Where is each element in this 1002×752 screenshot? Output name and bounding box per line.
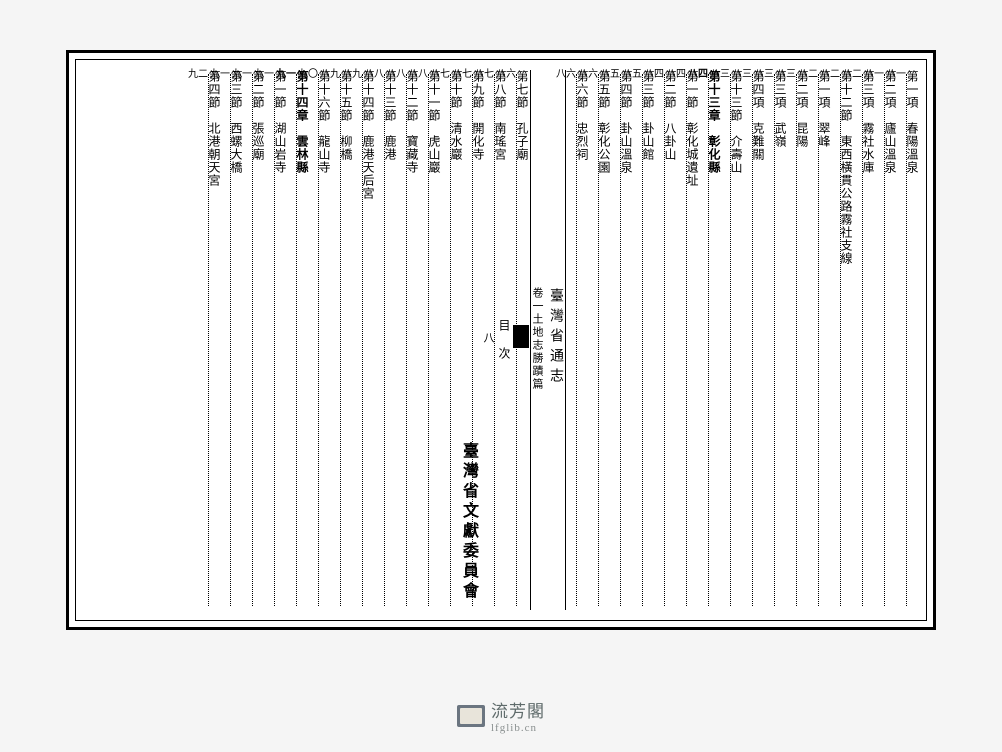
entry-page: 九一 (232, 70, 252, 610)
watermark: 流芳閣 lfglib.cn (457, 697, 545, 734)
entry-page: 八二 (820, 70, 840, 610)
entry-label: 第一項 春陽溫泉 (906, 70, 918, 610)
spine-mid-label: 目 次 (496, 319, 513, 361)
entry-page: 八七 (430, 70, 450, 610)
spine-publisher: 臺灣省文獻委員會 (456, 442, 480, 602)
entry-page: 九一 (276, 70, 296, 610)
entry-page: 八三 (710, 70, 730, 610)
right-entries-block: 第一項 春陽溫泉八一第二項 廬山溫泉八一第三項 霧社水庫八二第十二節 東西橫貫公… (568, 70, 918, 610)
entry-page: 八五 (622, 70, 642, 610)
entry-page: 九二 (188, 70, 208, 610)
page-container: 第一項 春陽溫泉八一第二項 廬山溫泉八一第三項 霧社水庫八二第十二節 東西橫貫公… (66, 50, 936, 630)
book-icon (457, 705, 485, 727)
entry-page: 八六 (578, 70, 598, 610)
entry-page: 八三 (776, 70, 796, 610)
entry-page: 八四 (688, 70, 708, 610)
spine-column: 臺灣省通志 卷一土地志勝蹟篇 目 次 八 臺灣省文獻委員會 (530, 70, 566, 610)
entry-page: 八八 (386, 70, 406, 610)
entry-page: 八八 (408, 70, 428, 610)
watermark-name: 流芳閣 (491, 697, 545, 722)
spine-subtitle: 卷一土地志勝蹟篇 (529, 287, 545, 391)
watermark-text: 流芳閣 lfglib.cn (491, 697, 545, 734)
entry-page: 八三 (732, 70, 752, 610)
entry-page: 八九 (320, 70, 340, 610)
entry-page: 八九 (342, 70, 362, 610)
entry-page: 八一 (886, 70, 906, 610)
watermark-url: lfglib.cn (491, 722, 545, 734)
entry-page: 九一 (210, 70, 230, 610)
entry-page: 八二 (842, 70, 862, 610)
entry-page: 九〇 (298, 70, 318, 610)
entry-page: 八三 (754, 70, 774, 610)
entry-page: 八八 (364, 70, 384, 610)
entry-page: 八四 (666, 70, 686, 610)
page-inner: 第一項 春陽溫泉八一第二項 廬山溫泉八一第三項 霧社水庫八二第十二節 東西橫貫公… (75, 59, 927, 621)
columns-layout: 第一項 春陽溫泉八一第二項 廬山溫泉八一第三項 霧社水庫八二第十二節 東西橫貫公… (76, 60, 926, 620)
toc-entry: 第一項 春陽溫泉八一 (898, 70, 918, 610)
entry-page: 八一 (864, 70, 884, 610)
entry-page: 八四 (644, 70, 664, 610)
entry-page: 九一 (254, 70, 274, 610)
entry-page: 八二 (798, 70, 818, 610)
entry-page: 八五 (600, 70, 620, 610)
spine-title: 臺灣省通志 (545, 288, 565, 388)
